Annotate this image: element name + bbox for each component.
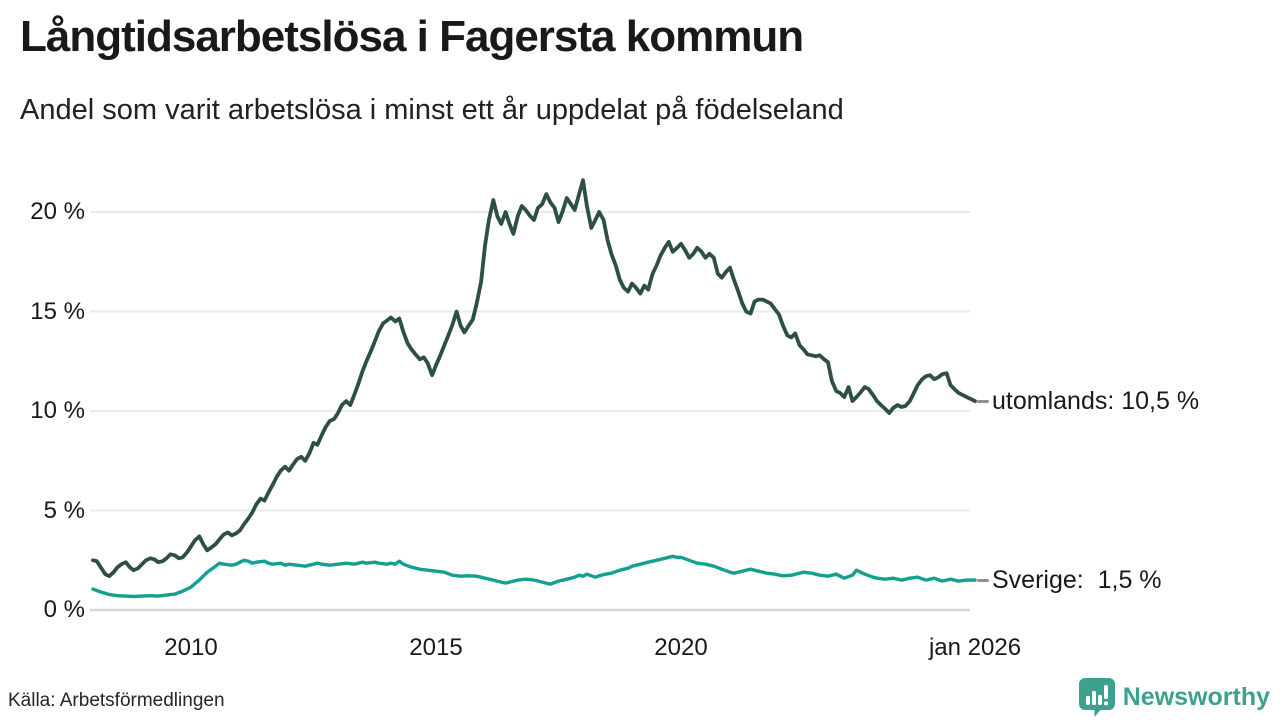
label-connector-dash xyxy=(977,399,989,403)
label-connector-dash xyxy=(977,578,989,582)
series-line-Sverige xyxy=(91,554,977,599)
x-tick-label: 2020 xyxy=(654,634,708,661)
x-tick-label: 2015 xyxy=(409,634,463,661)
series-label-utomlands: utomlands: 10,5 % xyxy=(992,387,1200,416)
gridlines xyxy=(90,211,970,612)
brand-logo: Newsworthy xyxy=(1078,677,1270,717)
page-subtitle: Andel som varit arbetslösa i minst ett å… xyxy=(20,94,844,126)
page-title: Långtidsarbetslösa i Fagersta kommun xyxy=(20,12,804,61)
x-tick-label: jan 2026 xyxy=(928,634,1022,661)
series-label-sverige: Sverige: 1,5 % xyxy=(992,566,1162,595)
y-tick-label: 5 % xyxy=(43,496,85,524)
y-tick-label: 10 % xyxy=(30,397,85,424)
brand-name: Newsworthy xyxy=(1122,682,1270,711)
series-line-utomlands xyxy=(91,178,977,579)
source-note: Källa: Arbetsförmedlingen xyxy=(8,690,225,711)
y-tick-label: 15 % xyxy=(30,297,85,325)
series-lines xyxy=(91,178,977,599)
y-tick-label: 0 % xyxy=(43,596,85,623)
y-tick-label: 20 % xyxy=(30,198,85,225)
newsworthy-icon xyxy=(1078,678,1115,717)
x-tick-label: 2010 xyxy=(164,634,218,661)
